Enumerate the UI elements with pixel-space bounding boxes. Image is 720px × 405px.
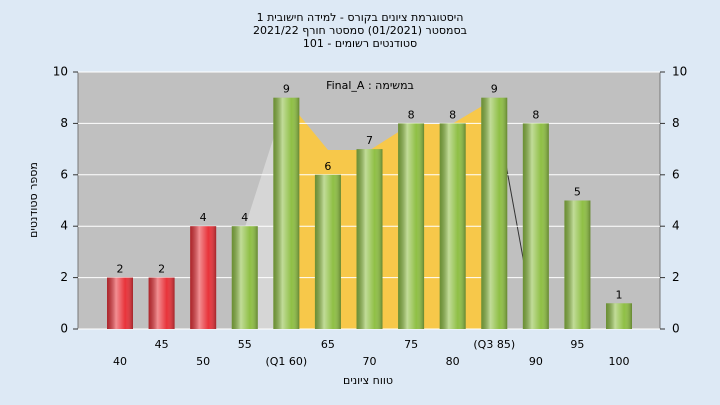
y2-tick-label: 10: [672, 65, 687, 79]
value-label: 8: [449, 108, 456, 121]
x-tick-label: (Q3 85): [473, 338, 515, 351]
value-label: 9: [491, 83, 498, 96]
bar-shine: [314, 174, 341, 329]
bar-shine: [522, 123, 549, 330]
bar-shine: [356, 149, 383, 329]
x-tick-label: 70: [363, 355, 377, 368]
y-tick-label: 4: [60, 219, 68, 233]
annotation: Final_A : במשימה: [326, 79, 414, 92]
value-label: 8: [408, 108, 415, 121]
title-line: סטודנטים רשומים - 101: [303, 37, 417, 50]
y-tick-label: 0: [60, 322, 68, 336]
x-tick-label: 80: [446, 355, 460, 368]
y-tick-label: 10: [53, 65, 68, 79]
bar-shine: [606, 303, 632, 329]
x-tick-label: 100: [609, 355, 630, 368]
bar-shine: [148, 277, 175, 329]
x-tick-label: 95: [570, 338, 584, 351]
title-line: בסמסטר (01/2021) סמסטר חורף 2021/22: [253, 24, 467, 37]
value-label: 1: [616, 288, 623, 301]
bar-shine: [439, 123, 466, 330]
value-label: 4: [200, 211, 207, 224]
x-tick-label: 45: [155, 338, 169, 351]
y2-tick-label: 4: [672, 219, 680, 233]
y-tick-label: 6: [60, 167, 68, 181]
bar-shine: [481, 97, 508, 329]
value-label: 8: [532, 108, 539, 121]
y2-tick-label: 8: [672, 116, 680, 130]
value-label: 2: [117, 263, 124, 276]
bar-shine: [398, 123, 425, 330]
value-label: 2: [158, 263, 165, 276]
x-axis-label: טווח ציונים: [343, 374, 393, 387]
x-tick-label: 90: [529, 355, 543, 368]
value-label: 6: [324, 160, 331, 173]
value-label: 4: [241, 211, 248, 224]
y2-tick-label: 6: [672, 167, 680, 181]
bar-shine: [564, 200, 591, 329]
y-axis-label: מספר סטודנטים: [27, 162, 40, 238]
bar-shine: [231, 226, 258, 329]
value-label: 7: [366, 134, 373, 147]
y2-tick-label: 2: [672, 270, 680, 284]
titles: היסטוגרמת ציונים בקורס - למידה חישובית 1…: [27, 11, 467, 387]
bar-shine: [190, 226, 217, 329]
x-tick-label: 40: [113, 355, 127, 368]
x-tick-label: 65: [321, 338, 335, 351]
value-label: 9: [283, 83, 290, 96]
y-tick-label: 2: [60, 270, 68, 284]
y-tick-label: 8: [60, 116, 68, 130]
value-label: 5: [574, 186, 581, 199]
title-line: היסטוגרמת ציונים בקורס - למידה חישובית 1: [257, 11, 464, 24]
x-tick-label: 55: [238, 338, 252, 351]
x-tick-label: (Q1 60): [265, 355, 307, 368]
x-tick-label: 75: [404, 338, 418, 351]
bar-shine: [273, 97, 300, 329]
x-tick-label: 50: [196, 355, 210, 368]
y2-tick-label: 0: [672, 322, 680, 336]
bar-shine: [107, 277, 133, 329]
